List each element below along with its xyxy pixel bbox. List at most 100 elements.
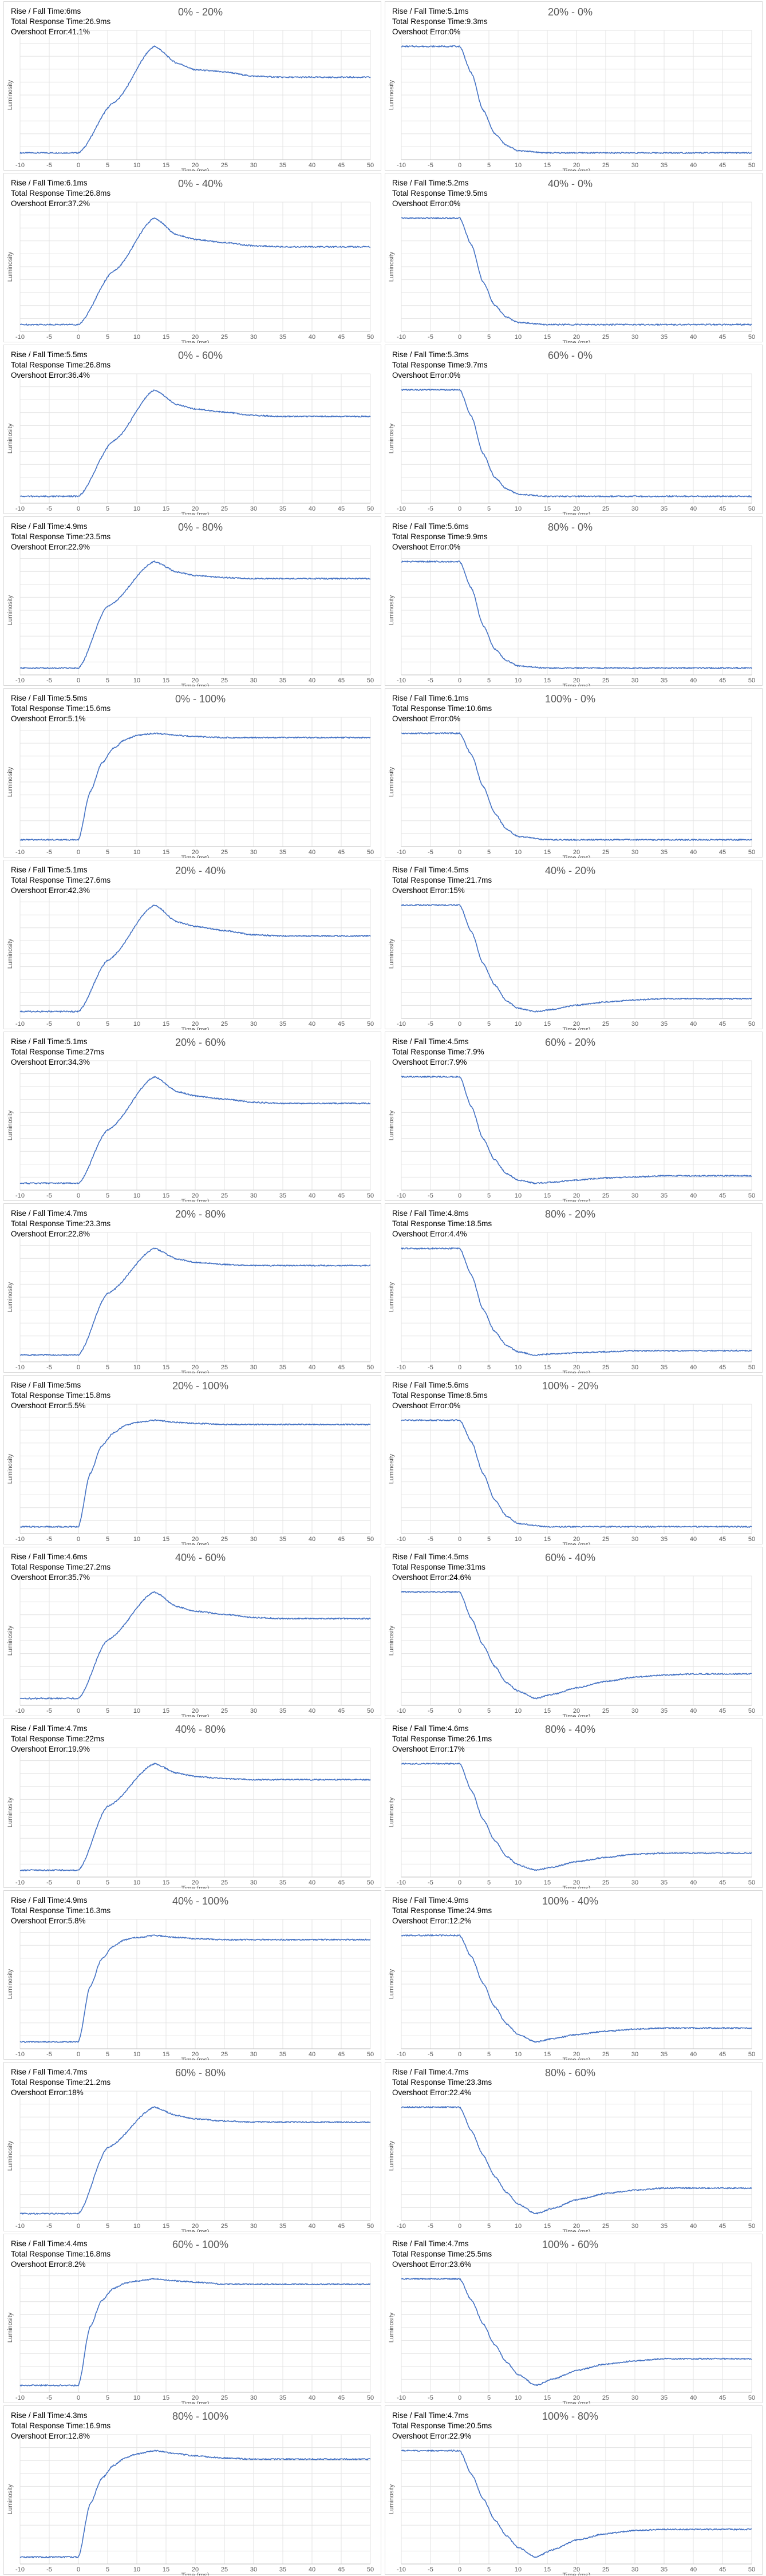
chart-svg: -10 -5 0 5 10 15 20 25 30 35 40 45 50 Time (ms) Lumino… (388, 1060, 755, 1202)
x-tick-label: 0 (77, 849, 80, 856)
x-tick-label: 15 (163, 1708, 169, 1714)
x-tick-label: 30 (631, 505, 638, 512)
x-tick-label: 0 (458, 1536, 461, 1543)
chart-panel: -10 -5 0 5 10 15 20 25 30 35 40 45 50 Time (ms) Lumino… (385, 688, 763, 858)
stats-block: Rise / Fall Time:4.5ms Total Response Tim… (392, 1037, 484, 1068)
x-tick-label: 0 (77, 2566, 80, 2573)
overshoot-error: Overshoot Error:36.4% (11, 371, 90, 380)
y-axis-label: Luminosity (388, 1282, 395, 1312)
rise-fall-time: Rise / Fall Time:6.1ms (11, 179, 88, 187)
rise-fall-time: Rise / Fall Time:4.7ms (11, 1209, 88, 1218)
x-tick-label: 40 (309, 1021, 315, 1028)
x-tick-label: 30 (250, 334, 257, 341)
x-tick-label: 35 (279, 1708, 286, 1714)
x-tick-label: 20 (573, 2223, 580, 2230)
x-tick-label: 0 (77, 677, 80, 684)
x-tick-label: 30 (631, 849, 638, 856)
x-axis-label: Time (ms) (181, 855, 209, 858)
chart-svg: -10 -5 0 5 10 15 20 25 30 35 40 45 50 Time (ms) Lumino… (388, 373, 755, 515)
x-tick-label: -10 (397, 849, 406, 856)
x-tick-label: 20 (573, 2395, 580, 2401)
series-line (401, 1763, 752, 1871)
y-axis-label: Luminosity (388, 1110, 395, 1140)
x-tick-label: 30 (631, 1192, 638, 1199)
series-line (401, 904, 752, 1013)
x-tick-label: 40 (309, 162, 315, 169)
x-tick-label: 45 (719, 1879, 726, 1886)
x-tick-label: 20 (192, 2395, 199, 2401)
x-tick-label: 30 (250, 2395, 257, 2401)
x-tick-label: 25 (602, 334, 609, 341)
x-tick-label: -10 (15, 2051, 25, 2058)
x-tick-label: 10 (515, 1536, 522, 1543)
x-tick-label: -10 (15, 849, 25, 856)
stats-block: Rise / Fall Time:5.5ms Total Response Tim… (11, 693, 110, 724)
chart-svg: -10 -5 0 5 10 15 20 25 30 35 40 45 50 Time (ms) Lumino… (7, 30, 374, 171)
x-tick-label: 5 (487, 1879, 491, 1886)
overshoot-error: Overshoot Error:0% (392, 27, 461, 36)
x-tick-label: 15 (544, 505, 551, 512)
x-tick-label: 5 (106, 2566, 109, 2573)
chart-panel: -10 -5 0 5 10 15 20 25 30 35 40 45 50 Time (ms) Lumino… (385, 1375, 763, 1545)
x-tick-label: 5 (487, 1192, 491, 1199)
stats-block: Rise / Fall Time:5.2ms Total Response Tim… (392, 178, 488, 209)
chart-svg: -10 -5 0 5 10 15 20 25 30 35 40 45 50 Time (ms) Lumino… (388, 202, 755, 343)
overshoot-error: Overshoot Error:17% (392, 1745, 465, 1753)
x-tick-label: 20 (573, 1021, 580, 1028)
x-tick-label: -10 (15, 1708, 25, 1714)
total-response-time: Total Response Time:21.7ms (392, 876, 492, 884)
chart-title: 80% - 60% (544, 2067, 596, 2079)
x-tick-label: 35 (279, 1364, 286, 1371)
series-line (401, 217, 752, 326)
x-tick-label: -10 (397, 162, 406, 169)
x-tick-label: -5 (428, 2051, 433, 2058)
x-tick-label: 50 (367, 1364, 374, 1371)
series-line (401, 1076, 752, 1184)
x-tick-label: -5 (428, 2566, 433, 2573)
x-tick-label: 5 (106, 1021, 109, 1028)
rise-fall-time: Rise / Fall Time:4.9ms (392, 1896, 469, 1905)
y-axis-label: Luminosity (388, 1625, 395, 1656)
x-tick-label: 25 (221, 849, 228, 856)
stats-block: Rise / Fall Time:4.9ms Total Response Tim… (11, 521, 110, 552)
x-tick-label: 25 (221, 1879, 228, 1886)
chart-title: 100% - 40% (542, 1895, 599, 1907)
x-tick-label: 30 (631, 1708, 638, 1714)
series-line (19, 1247, 371, 1356)
x-tick-label: 15 (544, 2223, 551, 2230)
y-axis-label: Luminosity (7, 938, 14, 969)
x-tick-label: 5 (487, 2051, 491, 2058)
x-tick-label: 5 (106, 2223, 109, 2230)
total-response-time: Total Response Time:23.3ms (11, 1219, 111, 1228)
chart-title: 60% - 100% (172, 2239, 229, 2250)
chart-svg: -10 -5 0 5 10 15 20 25 30 35 40 45 50 Time (ms) Lumino… (388, 2262, 755, 2404)
x-tick-label: 0 (458, 1192, 461, 1199)
x-tick-label: -10 (397, 1021, 406, 1028)
x-tick-label: -5 (428, 1708, 433, 1714)
chart-title: 20% - 40% (175, 865, 226, 876)
chart-title: 0% - 100% (175, 693, 226, 705)
x-tick-label: 15 (544, 1879, 551, 1886)
x-tick-label: 30 (250, 1708, 257, 1714)
x-tick-label: 15 (544, 2395, 551, 2401)
x-tick-label: 15 (544, 1021, 551, 1028)
x-tick-label: 50 (367, 334, 374, 341)
y-axis-label: Luminosity (388, 80, 395, 110)
x-tick-label: 40 (309, 2051, 315, 2058)
y-axis-label: Luminosity (388, 2484, 395, 2514)
x-tick-label: -5 (428, 849, 433, 856)
rise-fall-time: Rise / Fall Time:4.7ms (11, 1724, 88, 1733)
x-tick-label: -5 (46, 162, 52, 169)
chart-svg: -10 -5 0 5 10 15 20 25 30 35 40 45 50 Time (ms) Lumino… (388, 2091, 755, 2232)
x-tick-label: 50 (748, 1879, 755, 1886)
x-tick-label: -5 (428, 334, 433, 341)
chart-svg: -10 -5 0 5 10 15 20 25 30 35 40 45 50 Time (ms) Lumino… (7, 1232, 374, 1373)
x-axis-label: Time (ms) (181, 2057, 209, 2060)
x-tick-label: 10 (133, 1192, 140, 1199)
x-tick-label: 5 (106, 1879, 109, 1886)
series-line (19, 1591, 371, 1700)
chart-svg: -10 -5 0 5 10 15 20 25 30 35 40 45 50 Time (ms) Lumino… (388, 1404, 755, 1545)
x-tick-label: 40 (690, 677, 697, 684)
chart-title: 40% - 0% (547, 178, 593, 189)
x-tick-label: 30 (250, 505, 257, 512)
